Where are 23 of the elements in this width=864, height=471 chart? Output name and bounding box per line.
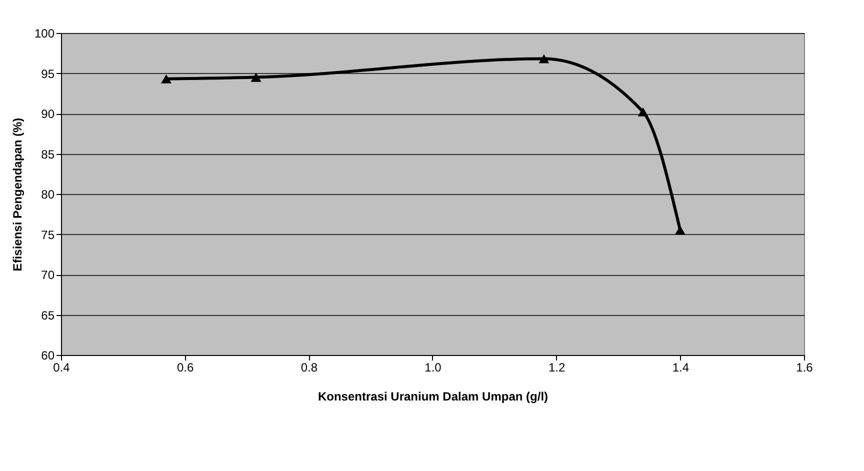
point xyxy=(250,72,262,82)
x-tick-label: 0.8 xyxy=(300,360,318,374)
point xyxy=(538,54,550,64)
point xyxy=(638,107,648,116)
y-tick-label: 85 xyxy=(41,147,55,162)
y-tick-label: 70 xyxy=(41,268,55,282)
y-tick-label: 80 xyxy=(41,188,55,202)
point xyxy=(161,74,172,84)
y-tick-label: 90 xyxy=(41,107,55,121)
y-tick-label: 75 xyxy=(41,228,55,242)
x-tick-label: 1.2 xyxy=(548,360,566,374)
x-tick-label: 1.4 xyxy=(672,360,690,374)
y-tick-label: 65 xyxy=(41,308,55,322)
x-tick-label: 0.4 xyxy=(53,360,70,374)
y-tick-label: 100 xyxy=(34,26,55,40)
x-axis-title: Konsentrasi Uranium Dalam Umpan (g/l) xyxy=(318,390,548,404)
y-tick-label: 60 xyxy=(41,348,55,362)
x-tick-label: 1.0 xyxy=(424,360,442,374)
x-tick-label: 0.6 xyxy=(176,360,194,374)
y-tick-label: 95 xyxy=(41,66,55,81)
x-tick-label: 1.6 xyxy=(796,360,814,374)
y-axis-title: Efisiensi Pengendapan (%) xyxy=(10,118,24,272)
point xyxy=(674,226,686,235)
